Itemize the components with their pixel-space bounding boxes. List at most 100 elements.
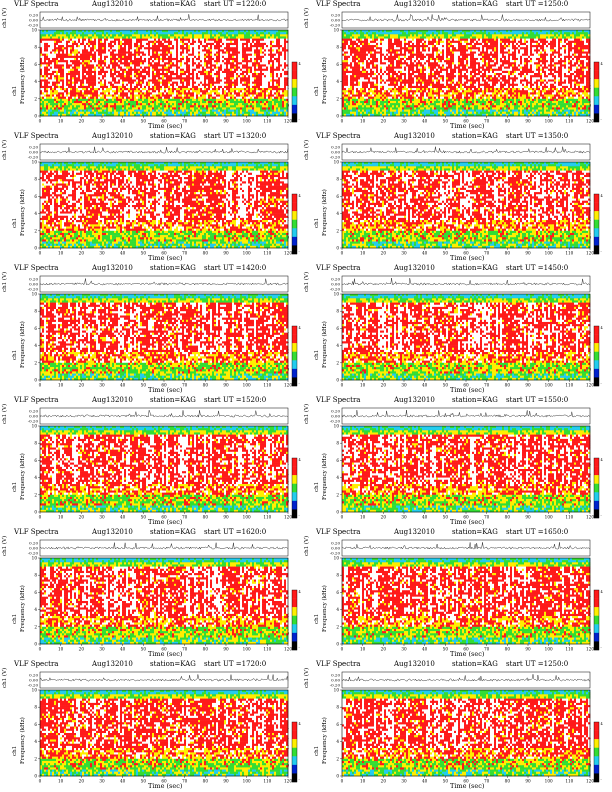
spectrogram-cell bbox=[262, 52, 264, 54]
spectrogram-cell bbox=[210, 36, 212, 38]
spectrogram-cell bbox=[140, 99, 142, 101]
spectrogram-cell bbox=[166, 54, 168, 56]
spectrogram-cell bbox=[282, 99, 284, 101]
spectrogram-cell bbox=[144, 64, 146, 66]
spectrogram-cell bbox=[224, 107, 226, 109]
spectrogram-cell bbox=[128, 107, 130, 109]
spectrogram-cell bbox=[232, 62, 234, 64]
spectrogram-cell bbox=[248, 69, 250, 71]
spectrogram-cell bbox=[80, 82, 82, 84]
spectrogram-cell bbox=[140, 92, 142, 94]
spectrogram-cell bbox=[190, 58, 192, 60]
spectrogram-cell bbox=[112, 47, 114, 49]
spectrogram-cell bbox=[214, 90, 216, 92]
spectrogram-cell bbox=[54, 47, 56, 49]
spectrogram-cell bbox=[266, 45, 268, 47]
spectrogram-cell bbox=[190, 103, 192, 105]
spectrogram-cell bbox=[58, 32, 60, 34]
spectrogram-cell bbox=[126, 107, 128, 109]
spectrogram-cell bbox=[74, 41, 76, 43]
spectrogram-cell bbox=[240, 60, 242, 62]
spectrogram-cell bbox=[154, 99, 156, 101]
spectrogram-cell bbox=[132, 97, 134, 99]
spectrogram-cell bbox=[212, 58, 214, 60]
spectrogram-cell bbox=[108, 34, 110, 36]
spectrogram-cell bbox=[188, 41, 190, 43]
spectrogram-cell bbox=[142, 75, 144, 77]
spectrogram-cell bbox=[242, 88, 244, 90]
spectrogram-cell bbox=[166, 105, 168, 107]
spectrogram-cell bbox=[270, 45, 272, 47]
spectrogram-cell bbox=[162, 79, 164, 81]
spectrogram-cell bbox=[78, 110, 80, 112]
spectrogram-cell bbox=[196, 52, 198, 54]
spectrogram-cell bbox=[226, 49, 228, 51]
spectrogram-cell bbox=[214, 64, 216, 66]
spectrogram-cell bbox=[224, 47, 226, 49]
spectrogram-cell bbox=[256, 107, 258, 109]
spectrogram-cell bbox=[110, 75, 112, 77]
spectrogram-cell bbox=[46, 75, 48, 77]
spectrogram-cell bbox=[92, 82, 94, 84]
spectrogram-cell bbox=[266, 75, 268, 77]
spectrogram-cell bbox=[266, 86, 268, 88]
spectrogram-cell bbox=[144, 52, 146, 54]
spectrogram-cell bbox=[232, 47, 234, 49]
spectrogram-cell bbox=[216, 34, 218, 36]
spectrogram-cell bbox=[168, 64, 170, 66]
spectrogram-cell bbox=[196, 79, 198, 81]
spectrogram-cell bbox=[94, 73, 96, 75]
spectrogram-cell bbox=[234, 95, 236, 97]
spectrogram-cell bbox=[104, 54, 106, 56]
spectrogram-cell bbox=[284, 41, 286, 43]
spectrogram-cell bbox=[244, 79, 246, 81]
spectrogram-cell bbox=[56, 69, 58, 71]
spectrogram-cell bbox=[70, 99, 72, 101]
spectrogram-cell bbox=[254, 58, 256, 60]
spectrogram-cell bbox=[194, 112, 196, 114]
spectrogram-cell bbox=[280, 64, 282, 66]
spectrogram-cell bbox=[82, 110, 84, 112]
spectrogram-cell bbox=[68, 97, 70, 99]
spectrogram-cell bbox=[48, 64, 50, 66]
spectrogram-cell bbox=[282, 79, 284, 81]
spectrogram-cell bbox=[138, 69, 140, 71]
spectrogram-cell bbox=[230, 86, 232, 88]
spectrogram-cell bbox=[260, 95, 262, 97]
spectrogram-cell bbox=[246, 105, 248, 107]
spectrogram-cell bbox=[226, 34, 228, 36]
spectrogram-cell bbox=[90, 75, 92, 77]
spectrogram-cell bbox=[212, 36, 214, 38]
spectrogram-cell bbox=[90, 90, 92, 92]
spectrogram-cell bbox=[252, 56, 254, 58]
spectrogram-cell bbox=[68, 77, 70, 79]
spectrogram-cell bbox=[138, 52, 140, 54]
spectrogram-cell bbox=[140, 88, 142, 90]
spectrogram-cell bbox=[206, 99, 208, 101]
spectrogram-cell bbox=[74, 52, 76, 54]
spectrogram-cell bbox=[104, 112, 106, 114]
spectrogram-cell bbox=[258, 103, 260, 105]
spectrogram-cell bbox=[102, 92, 104, 94]
spectrogram-cell bbox=[252, 86, 254, 88]
spectrogram-cell bbox=[172, 43, 174, 45]
spectrogram-cell bbox=[56, 112, 58, 114]
spectrogram-cell bbox=[146, 88, 148, 90]
spectrogram-cell bbox=[132, 49, 134, 51]
spectrogram-cell bbox=[44, 107, 46, 109]
spectrogram-cell bbox=[48, 84, 50, 86]
spectrogram-cell bbox=[248, 67, 250, 69]
spectrogram-cell bbox=[240, 45, 242, 47]
spectrogram-cell bbox=[210, 110, 212, 112]
spectrogram-cell bbox=[152, 43, 154, 45]
spectrogram-cell bbox=[142, 43, 144, 45]
spectrogram-cell bbox=[112, 34, 114, 36]
spectrogram-cell bbox=[82, 67, 84, 69]
spectrogram-cell bbox=[88, 105, 90, 107]
spectrogram-cell bbox=[56, 36, 58, 38]
spectrogram-cell bbox=[116, 49, 118, 51]
spectrogram-cell bbox=[126, 90, 128, 92]
spectrogram-cell bbox=[242, 101, 244, 103]
spectrogram-cell bbox=[122, 54, 124, 56]
spectrogram-cell bbox=[250, 79, 252, 81]
